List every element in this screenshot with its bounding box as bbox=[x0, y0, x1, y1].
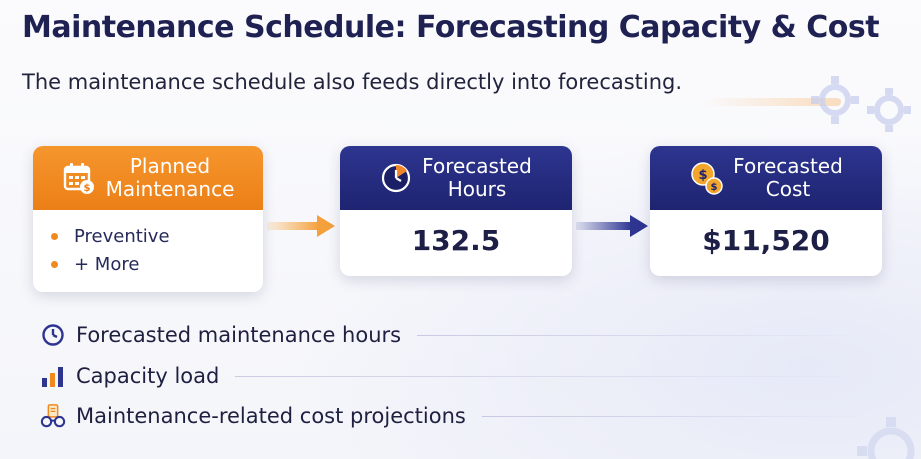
divider bbox=[481, 415, 870, 417]
divider bbox=[235, 375, 870, 377]
forecasted-hours-value: 132.5 bbox=[411, 223, 501, 257]
planned-maintenance-header: $ Planned Maintenance bbox=[33, 146, 263, 210]
forecasted-cost-header: $ $ Forecasted Cost bbox=[650, 146, 882, 210]
bullet-dot bbox=[51, 232, 58, 240]
feature-label: Capacity load bbox=[76, 364, 220, 388]
forecasted-hours-title: Forecasted Hours bbox=[422, 154, 532, 201]
page-subtitle: The maintenance schedule also feeds dire… bbox=[22, 70, 683, 94]
calendar-dollar-icon: $ bbox=[63, 163, 94, 194]
bullet-dot bbox=[51, 260, 58, 268]
forecasted-hours-header: Forecasted Hours bbox=[340, 146, 572, 210]
list-item: + More bbox=[51, 250, 263, 278]
bar-chart-icon bbox=[40, 363, 66, 389]
decorative-streak bbox=[701, 98, 841, 106]
planned-maintenance-card: $ Planned Maintenance Preventive + More bbox=[33, 146, 263, 292]
clock-icon bbox=[382, 163, 411, 193]
feature-label: Forecasted maintenance hours bbox=[76, 323, 402, 347]
svg-text:$: $ bbox=[699, 168, 708, 183]
feature-item: Capacity load bbox=[40, 361, 870, 391]
list-item: Preventive bbox=[51, 222, 263, 250]
planned-maintenance-title: Planned Maintenance bbox=[105, 154, 235, 201]
flow-arrow-icon bbox=[267, 215, 335, 237]
feature-item: Forecasted maintenance hours bbox=[40, 320, 870, 350]
feature-label: Maintenance-related cost projections bbox=[76, 404, 466, 428]
planned-maintenance-list: Preventive + More bbox=[33, 210, 263, 278]
forecasted-cost-title: Forecasted Cost bbox=[733, 154, 843, 201]
flow-arrow-icon bbox=[576, 215, 648, 237]
feature-item: Maintenance-related cost projections bbox=[40, 401, 870, 431]
svg-text:$: $ bbox=[83, 183, 90, 194]
clock-icon bbox=[40, 322, 66, 348]
gears-icon bbox=[811, 76, 911, 132]
gear-icon bbox=[857, 417, 915, 459]
page-title: Maintenance Schedule: Forecasting Capaci… bbox=[22, 10, 880, 45]
divider bbox=[417, 334, 870, 336]
list-item-label: Preventive bbox=[74, 225, 170, 247]
forecasted-cost-card: $ $ Forecasted Cost $11,520 bbox=[650, 146, 882, 276]
list-item-label: + More bbox=[74, 253, 140, 275]
svg-text:$: $ bbox=[711, 182, 718, 193]
glasses-clipboard-icon bbox=[40, 403, 66, 429]
coins-dollar-icon: $ $ bbox=[691, 162, 723, 195]
forecasted-hours-card: Forecasted Hours 132.5 bbox=[340, 146, 572, 276]
forecasted-cost-value: $11,520 bbox=[702, 223, 830, 257]
